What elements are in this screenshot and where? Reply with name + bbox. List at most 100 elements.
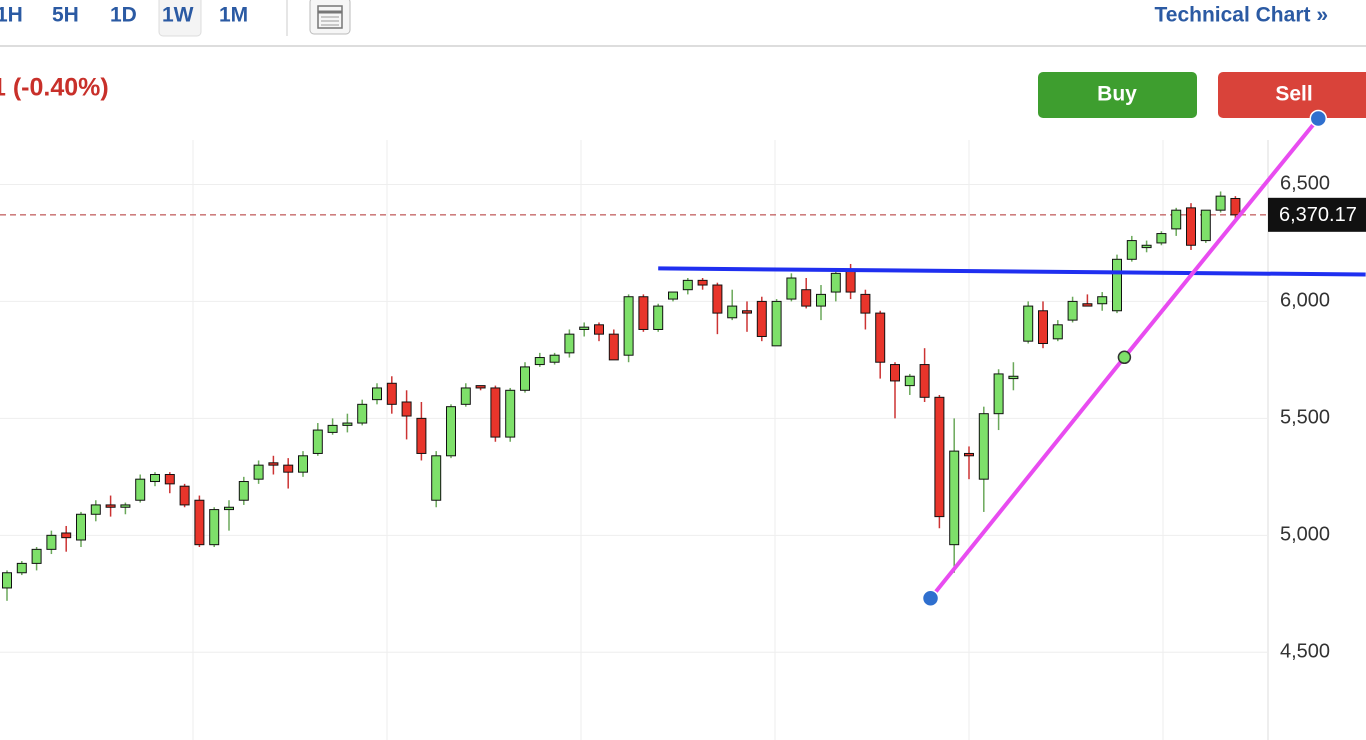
buy-bg[interactable] <box>1038 72 1197 118</box>
candle-body <box>90 504 101 515</box>
timeframe-tab[interactable]: 1H <box>0 4 23 27</box>
candle-body <box>594 324 604 335</box>
trendline-handle[interactable] <box>921 589 940 607</box>
candle-body <box>120 504 131 508</box>
candle-body <box>934 396 945 518</box>
y-tick-label: 6,000 <box>1280 290 1330 312</box>
candle-body <box>904 375 915 387</box>
trendline <box>658 266 1366 277</box>
candle-body <box>446 406 456 457</box>
candle-body <box>164 474 175 485</box>
candle-body <box>416 417 427 454</box>
candle-body <box>845 270 856 293</box>
candle-body <box>1067 300 1078 321</box>
last-price-label: 6,370.17 <box>1279 204 1357 226</box>
candle-body <box>1038 310 1048 345</box>
sell-bg[interactable] <box>1218 72 1366 118</box>
timeframe-tab[interactable]: 1M <box>219 4 248 27</box>
candle-body <box>76 513 86 541</box>
candle-body <box>150 474 160 483</box>
candle-body <box>1141 244 1152 249</box>
candle-body <box>964 452 974 457</box>
timeframe-tab[interactable]: 1D <box>110 4 137 27</box>
price-change: 1 (-0.40%) <box>0 74 109 102</box>
candle-body <box>505 389 516 438</box>
candle-body <box>653 305 664 330</box>
candle-body <box>179 485 190 506</box>
candle-body <box>253 464 264 480</box>
candle-body <box>1082 303 1093 307</box>
timeframe-tab[interactable]: 5H <box>52 4 79 27</box>
candle-body <box>1230 197 1241 216</box>
candle-body <box>1112 258 1122 312</box>
candle-body <box>668 291 678 300</box>
candle-body <box>638 296 649 330</box>
candle-body <box>386 382 397 405</box>
candle-body <box>1186 207 1196 246</box>
candle-body <box>372 387 382 401</box>
sell-label[interactable]: Sell <box>1275 83 1312 106</box>
candle-body <box>623 296 634 356</box>
icon <box>317 5 343 29</box>
trendline-handle[interactable] <box>1309 109 1328 128</box>
candle-body <box>579 326 590 330</box>
candle-body <box>875 312 886 363</box>
candle-body <box>342 422 353 426</box>
candle-body <box>697 279 708 286</box>
candle-body <box>756 300 767 337</box>
y-tick-label: 5,000 <box>1280 524 1330 546</box>
candle-body <box>786 277 797 300</box>
last-price-box <box>1268 197 1366 232</box>
candle-body <box>327 424 338 433</box>
candle-body <box>475 385 486 389</box>
candle-body <box>431 455 442 501</box>
candle-body <box>224 506 234 511</box>
candle-body <box>978 413 989 480</box>
layout-icon[interactable] <box>309 0 351 35</box>
candle-body <box>105 504 116 508</box>
candle-body <box>742 310 752 314</box>
candle-body <box>1200 209 1211 242</box>
technical-chart-link[interactable]: Technical Chart » <box>1155 4 1329 27</box>
candle-body <box>712 284 723 314</box>
candle-body <box>268 462 279 466</box>
candle-body <box>830 272 841 293</box>
candle-body <box>534 357 545 366</box>
candle-body <box>2 572 12 589</box>
candle-body <box>194 499 205 546</box>
candle-body <box>298 455 308 473</box>
candle-body <box>1126 240 1137 260</box>
candle-body <box>549 354 560 363</box>
candle-body <box>1156 233 1167 244</box>
candle-body <box>283 464 294 473</box>
candle-body <box>1171 209 1182 230</box>
y-tick-label: 5,500 <box>1280 407 1330 429</box>
candle-body <box>949 450 960 546</box>
candle-body <box>801 289 812 307</box>
buy-label[interactable]: Buy <box>1097 83 1137 106</box>
timeframe-tab[interactable]: 1W <box>162 4 194 27</box>
candle-body <box>490 387 501 438</box>
candle-body <box>608 333 619 361</box>
trendline-handle[interactable] <box>1117 350 1132 365</box>
candle-body <box>357 403 368 424</box>
candle-body <box>564 333 575 354</box>
candle-body <box>61 532 72 539</box>
candle-body <box>135 478 146 501</box>
candle-body <box>860 293 871 314</box>
candle-body <box>460 387 471 405</box>
candle-body <box>31 548 42 564</box>
candle-body <box>401 401 412 417</box>
candle-body <box>1215 195 1226 211</box>
candle-body <box>46 534 57 550</box>
sell-button[interactable]: Sell <box>1218 72 1366 118</box>
buy-button[interactable]: Buy <box>1038 72 1197 118</box>
active-tab-bg <box>158 0 202 37</box>
candle-body <box>1097 296 1108 305</box>
y-tick-label: 6,500 <box>1280 173 1330 195</box>
candle-body <box>727 305 738 319</box>
candle-body <box>919 364 930 398</box>
candle-body <box>890 364 900 382</box>
